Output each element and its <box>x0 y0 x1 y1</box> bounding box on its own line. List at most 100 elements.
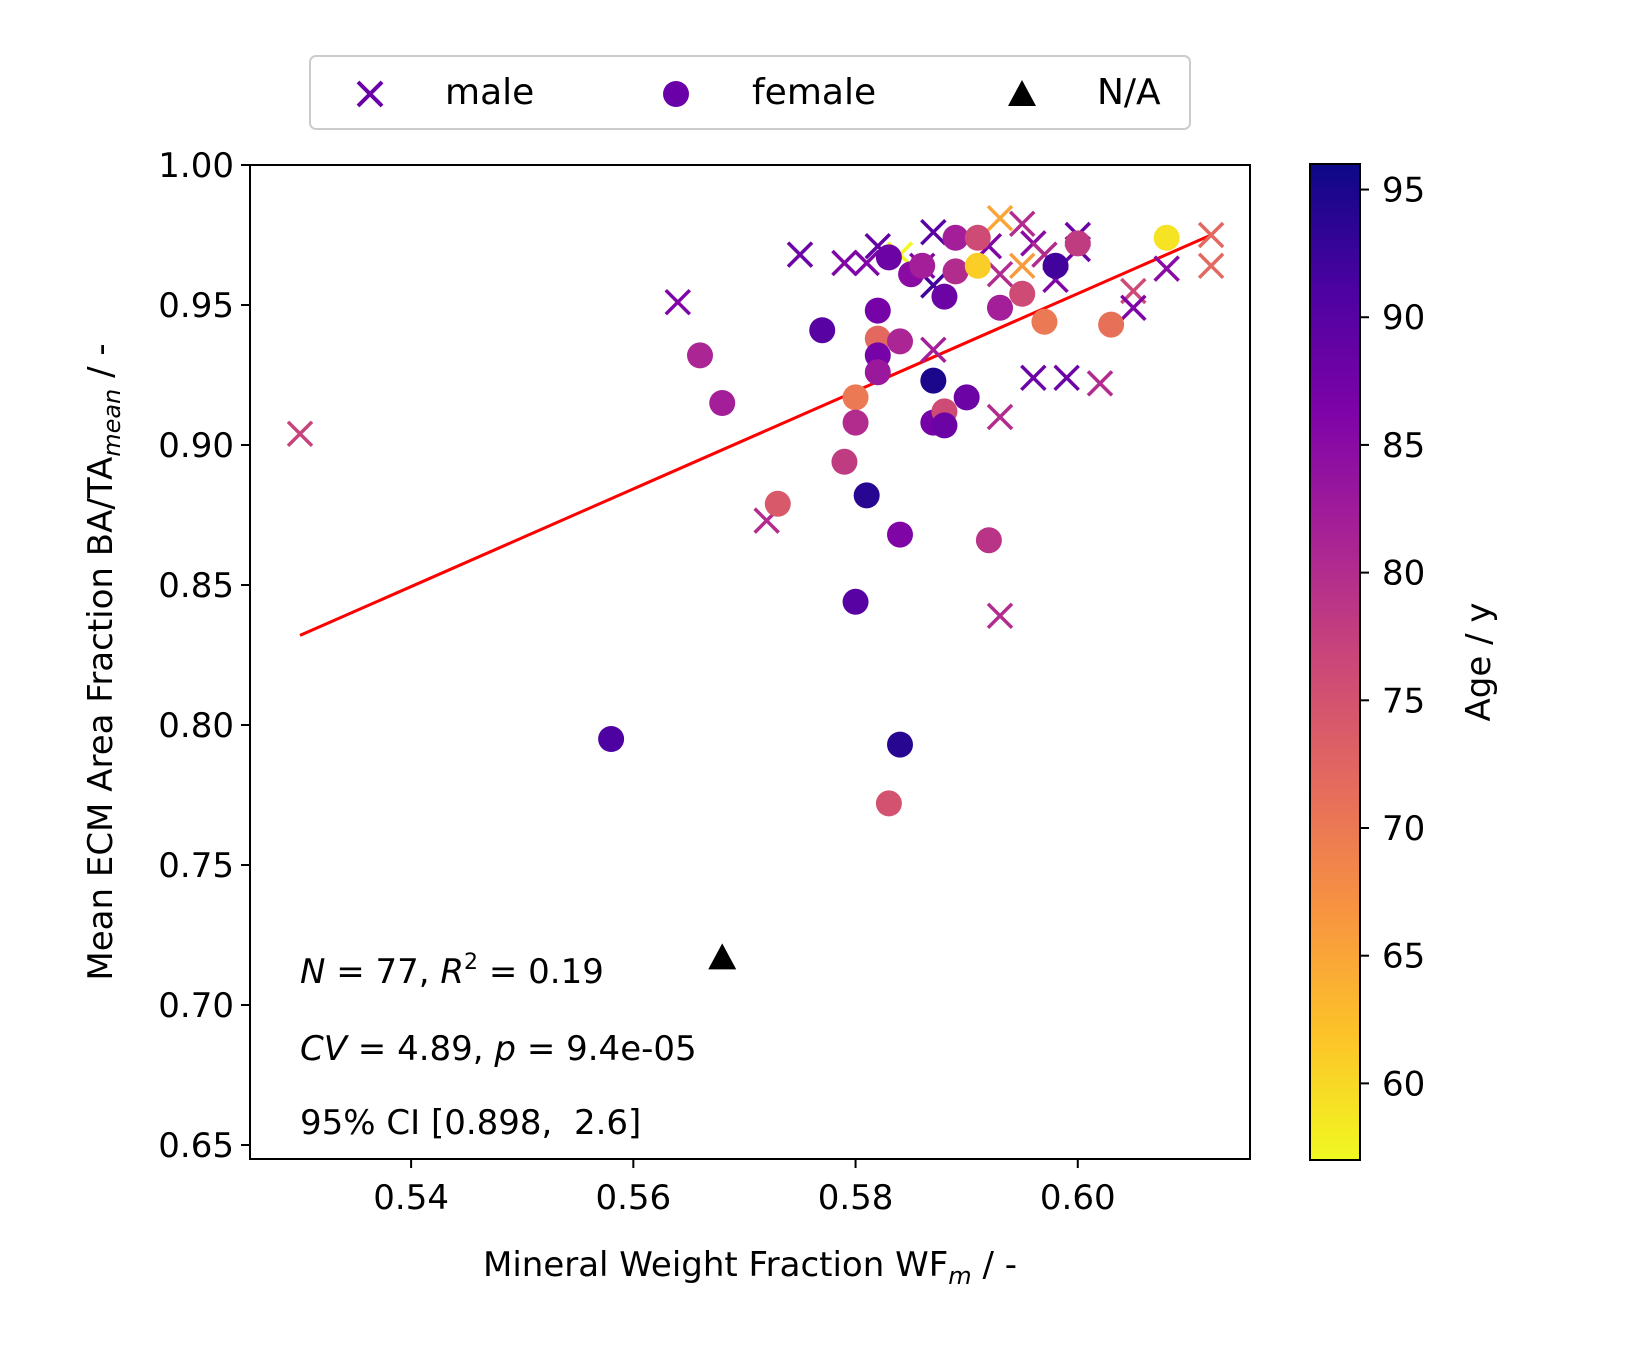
legend-marker-male <box>356 80 384 108</box>
female-point <box>831 448 858 475</box>
y-tick-label: 0.85 <box>158 566 234 606</box>
male-point <box>1120 294 1147 322</box>
male-point <box>986 260 1014 288</box>
legend-marker-na <box>1008 80 1036 106</box>
female-point <box>987 294 1013 321</box>
female-point <box>964 224 991 251</box>
y-tick-label: 0.90 <box>158 426 234 466</box>
colorbar-tick-label: 75 <box>1382 681 1425 721</box>
x-tick-label: 0.60 <box>1040 1178 1116 1218</box>
colorbar-tick-label: 60 <box>1382 1064 1425 1104</box>
female-point <box>1031 308 1058 335</box>
colorbar-tick-label: 80 <box>1382 554 1425 594</box>
female-point <box>975 527 1002 554</box>
female-point <box>1042 252 1069 279</box>
male-point <box>786 241 814 268</box>
colorbar-tick-label: 85 <box>1382 426 1425 466</box>
female-point <box>942 258 969 285</box>
female-point <box>1153 224 1180 251</box>
male-point <box>286 420 314 448</box>
female-point <box>887 521 913 548</box>
female-point <box>909 252 936 279</box>
legend-frame <box>309 55 1191 130</box>
x-tick-label: 0.54 <box>373 1178 449 1218</box>
colorbar: 60 65 70 75 80 85 90 95 Age / y <box>1309 163 1499 1161</box>
y-tick-label: 0.70 <box>158 986 234 1026</box>
regression-line <box>299 233 1212 637</box>
female-point <box>709 390 736 416</box>
female-point <box>964 252 991 279</box>
colorbar-ticks: 60 65 70 75 80 85 90 95 <box>1360 171 1425 1104</box>
stats-annotation: N = 77, R2 = 0.19 CV = 4.89, p = 9.4e-05… <box>300 950 697 1143</box>
male-point <box>664 288 692 316</box>
male-point <box>1020 364 1047 392</box>
data-points-layer <box>286 204 1225 970</box>
x-tick-label: 0.56 <box>595 1178 671 1218</box>
y-tick-label: 0.95 <box>158 286 234 326</box>
male-point <box>986 602 1014 630</box>
annotation-line-1: N = 77, R2 = 0.19 <box>300 950 604 992</box>
male-point <box>920 218 947 246</box>
x-axis: 0.54 0.56 0.58 0.60 <box>373 1159 1116 1218</box>
y-tick-label: 0.75 <box>158 846 234 886</box>
female-point <box>1009 280 1036 307</box>
plot-frame <box>249 164 1251 1160</box>
legend-label-na: N/A <box>1097 72 1161 113</box>
male-point <box>1153 255 1180 282</box>
female-point <box>842 588 869 615</box>
colorbar-gradient <box>1309 163 1361 1161</box>
male-point <box>986 204 1014 232</box>
male-point <box>1008 252 1036 280</box>
female-point <box>887 328 913 355</box>
na-point <box>708 943 737 970</box>
female-point <box>953 384 980 411</box>
female-point <box>853 482 880 509</box>
male-point <box>1008 210 1036 238</box>
y-axis: 0.65 0.70 0.75 0.80 0.85 0.90 0.95 1.00 <box>158 146 250 1166</box>
colorbar-tick-label: 70 <box>1382 809 1425 849</box>
colorbar-tick-label: 65 <box>1382 937 1425 977</box>
male-point <box>1197 221 1225 249</box>
x-axis-label: Mineral Weight Fraction WFm / - <box>483 1245 1017 1290</box>
y-axis-label: Mean ECM Area Fraction BA/TAmean / - <box>81 343 126 980</box>
legend-marker-female <box>663 81 689 107</box>
colorbar-label: Age / y <box>1459 603 1499 722</box>
female-point <box>809 317 836 344</box>
female-point <box>931 412 958 439</box>
female-point <box>842 384 869 411</box>
y-tick-label: 0.80 <box>158 706 234 746</box>
male-point <box>853 249 880 277</box>
x-tick-label: 0.58 <box>818 1178 894 1218</box>
female-point <box>875 244 902 271</box>
female-point <box>887 731 913 758</box>
female-point <box>931 283 958 310</box>
female-point <box>942 224 969 251</box>
female-point <box>864 297 891 324</box>
male-point <box>1197 252 1225 280</box>
y-tick-label: 1.00 <box>158 146 234 186</box>
female-point <box>920 367 947 394</box>
male-point <box>1086 370 1114 397</box>
plot-area <box>249 164 1251 1160</box>
female-point <box>764 490 791 517</box>
male-point <box>831 249 858 277</box>
y-tick-label: 0.65 <box>158 1126 234 1166</box>
male-point <box>986 403 1014 431</box>
female-point <box>864 359 891 386</box>
annotation-line-2: CV = 4.89, p = 9.4e-05 <box>300 1029 697 1069</box>
female-point <box>1064 230 1091 257</box>
female-point <box>1098 311 1125 338</box>
female-point <box>842 409 869 436</box>
colorbar-tick-label: 95 <box>1382 171 1425 211</box>
legend: male female N/A <box>309 55 1191 130</box>
male-point <box>920 336 947 364</box>
female-point <box>598 726 625 752</box>
male-point <box>1053 364 1080 392</box>
female-point <box>687 342 713 369</box>
legend-label-male: male <box>445 72 534 113</box>
colorbar-tick-label: 90 <box>1382 298 1425 338</box>
legend-label-female: female <box>752 72 876 113</box>
annotation-line-3: 95% CI [0.898, 2.6] <box>300 1103 641 1143</box>
regression-line-layer <box>299 233 1212 637</box>
